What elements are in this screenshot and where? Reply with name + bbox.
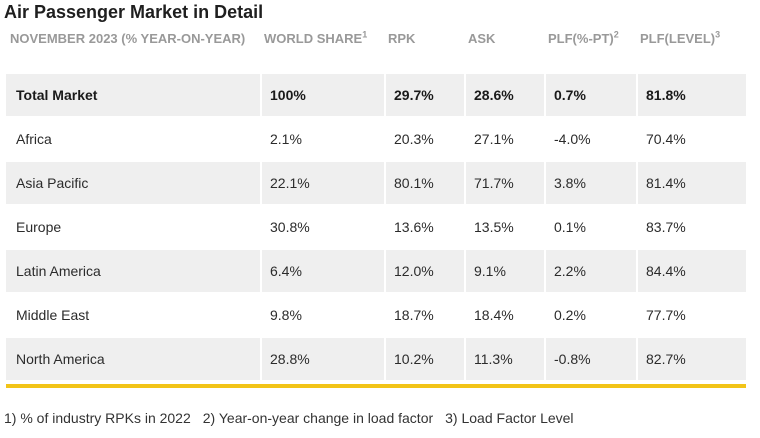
- world-share-cell: 30.8%: [260, 206, 384, 250]
- table-row-latin-america: Latin America 6.4% 12.0% 9.1% 2.2% 84.4%: [6, 250, 746, 294]
- world-share-cell: 22.1%: [260, 162, 384, 206]
- footnote-3: 3) Load Factor Level: [445, 410, 574, 426]
- region-cell: Europe: [6, 206, 260, 250]
- table-row-total-market: Total Market 100% 29.7% 28.6% 0.7% 81.8%: [6, 74, 746, 118]
- column-header-plf-level: PLF(LEVEL)3: [640, 29, 721, 46]
- plf-level-cell: 83.7%: [636, 206, 746, 250]
- plf-pt-cell: 2.2%: [544, 250, 636, 294]
- world-share-cell: 9.8%: [260, 294, 384, 338]
- footnote-1: 1) % of industry RPKs in 2022: [4, 410, 191, 426]
- rpk-cell: 20.3%: [384, 118, 464, 162]
- footnote-2: 2) Year-on-year change in load factor: [202, 410, 434, 426]
- plf-pt-cell: -4.0%: [544, 118, 636, 162]
- rpk-cell: 12.0%: [384, 250, 464, 294]
- region-cell: North America: [6, 338, 260, 382]
- ask-cell: 9.1%: [464, 250, 544, 294]
- header-row: NOVEMBER 2023 (% YEAR-ON-YEAR) WORLD SHA…: [6, 30, 746, 74]
- column-header-ask: ASK: [468, 31, 496, 46]
- world-share-cell: 2.1%: [260, 118, 384, 162]
- column-header-plf-pt: PLF(%-PT)2: [548, 29, 619, 46]
- ask-cell: 27.1%: [464, 118, 544, 162]
- table-row-north-america: North America 28.8% 10.2% 11.3% -0.8% 82…: [6, 338, 746, 382]
- column-header-rpk: RPK: [388, 31, 416, 46]
- plf-level-cell: 70.4%: [636, 118, 746, 162]
- plf-level-cell: 81.8%: [636, 74, 746, 118]
- plf-pt-cell: 0.1%: [544, 206, 636, 250]
- region-cell: Asia Pacific: [6, 162, 260, 206]
- region-cell: Latin America: [6, 250, 260, 294]
- plf-pt-cell: 0.2%: [544, 294, 636, 338]
- ask-cell: 28.6%: [464, 74, 544, 118]
- plf-pt-cell: 3.8%: [544, 162, 636, 206]
- world-share-cell: 28.8%: [260, 338, 384, 382]
- plf-level-cell: 77.7%: [636, 294, 746, 338]
- region-cell: Africa: [6, 118, 260, 162]
- plf-level-cell: 82.7%: [636, 338, 746, 382]
- plf-pt-cell: 0.7%: [544, 74, 636, 118]
- ask-cell: 71.7%: [464, 162, 544, 206]
- plf-pt-cell: -0.8%: [544, 338, 636, 382]
- yellow-divider: [6, 384, 746, 388]
- world-share-cell: 6.4%: [260, 250, 384, 294]
- ask-cell: 11.3%: [464, 338, 544, 382]
- table-row-middle-east: Middle East 9.8% 18.7% 18.4% 0.2% 77.7%: [6, 294, 746, 338]
- plf-level-cell: 84.4%: [636, 250, 746, 294]
- footnotes: 1) % of industry RPKs in 2022 2) Year-on-…: [4, 410, 574, 426]
- ask-cell: 18.4%: [464, 294, 544, 338]
- rpk-cell: 18.7%: [384, 294, 464, 338]
- plf-level-cell: 81.4%: [636, 162, 746, 206]
- rpk-cell: 10.2%: [384, 338, 464, 382]
- rpk-cell: 80.1%: [384, 162, 464, 206]
- world-share-cell: 100%: [260, 74, 384, 118]
- rpk-cell: 29.7%: [384, 74, 464, 118]
- region-cell: Total Market: [6, 74, 260, 118]
- air-passenger-market-table: NOVEMBER 2023 (% YEAR-ON-YEAR) WORLD SHA…: [6, 30, 746, 382]
- column-header-world-share: WORLD SHARE1: [264, 29, 368, 46]
- table-row-asia-pacific: Asia Pacific 22.1% 80.1% 71.7% 3.8% 81.4…: [6, 162, 746, 206]
- table-row-africa: Africa 2.1% 20.3% 27.1% -4.0% 70.4%: [6, 118, 746, 162]
- column-header-period: NOVEMBER 2023 (% YEAR-ON-YEAR): [10, 31, 246, 46]
- table-title: Air Passenger Market in Detail: [4, 2, 264, 22]
- table-row-europe: Europe 30.8% 13.6% 13.5% 0.1% 83.7%: [6, 206, 746, 250]
- region-cell: Middle East: [6, 294, 260, 338]
- ask-cell: 13.5%: [464, 206, 544, 250]
- rpk-cell: 13.6%: [384, 206, 464, 250]
